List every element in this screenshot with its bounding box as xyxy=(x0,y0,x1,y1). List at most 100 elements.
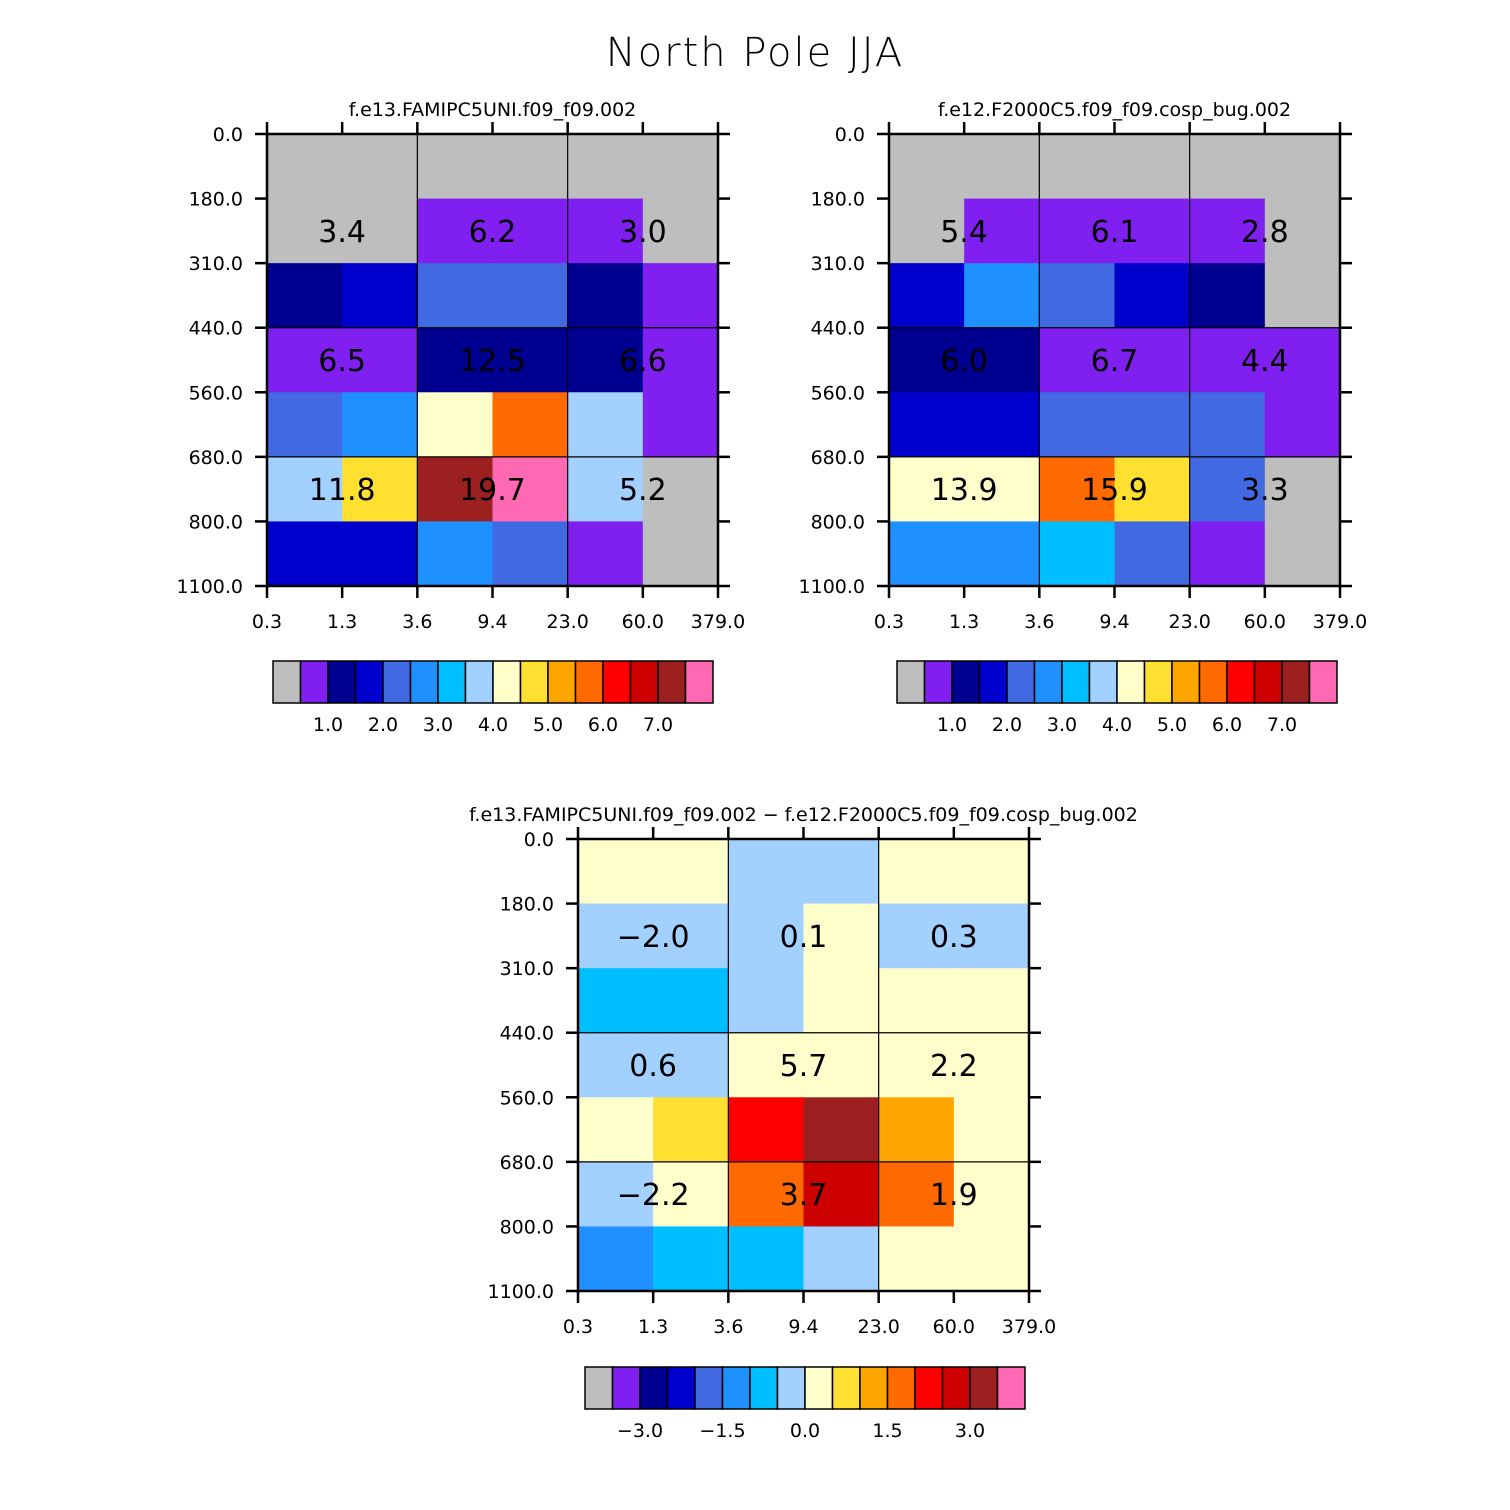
heatmap-cell xyxy=(728,1097,804,1163)
box-value-label: 15.9 xyxy=(1081,473,1148,508)
colorbar-label: 1.0 xyxy=(313,714,343,736)
heatmap-cell xyxy=(653,1161,729,1227)
heatmap-cell xyxy=(653,903,729,969)
y-tick-label: 0.0 xyxy=(213,124,243,146)
y-tick-label: 310.0 xyxy=(811,253,865,275)
heatmap-cell xyxy=(417,521,493,587)
colorbar-swatch xyxy=(978,660,1008,704)
box-value-label: 13.9 xyxy=(931,473,998,508)
box-value-label: 6.5 xyxy=(318,344,366,379)
heatmap-cell xyxy=(1264,327,1341,393)
colorbar-swatch xyxy=(1143,660,1173,704)
y-tick-label: 1100.0 xyxy=(488,1281,554,1303)
colorbar-swatch xyxy=(1116,660,1146,704)
heatmap-cell xyxy=(728,1226,804,1292)
heatmap-cell xyxy=(1039,327,1115,393)
panel-model-e13: f.e13.FAMIPC5UNI.f09_f09.002 0.0 180.0 310.… xyxy=(177,99,746,736)
heatmap-cell xyxy=(492,134,569,200)
colorbar-swatch xyxy=(684,660,714,704)
box-value-label: 2.8 xyxy=(1241,215,1289,250)
heatmap-cell xyxy=(803,1032,880,1098)
heatmap-cell xyxy=(803,968,880,1034)
colorbar-label: 0.0 xyxy=(790,1420,820,1442)
y-tick-label: 310.0 xyxy=(189,253,243,275)
heatmap-cell xyxy=(889,198,965,264)
heatmap-cell xyxy=(1114,198,1191,264)
x-tick-label: 9.4 xyxy=(477,611,507,633)
box-value-label: 3.0 xyxy=(619,215,667,250)
heatmap-cell xyxy=(964,392,1040,458)
colorbar-swatch xyxy=(1226,660,1256,704)
y-tick-label: 800.0 xyxy=(500,1216,554,1238)
colorbar-swatch xyxy=(629,660,659,704)
y-tick-label: 180.0 xyxy=(500,894,554,916)
colorbar-swatch xyxy=(299,660,329,704)
heatmap-cell xyxy=(1189,263,1266,329)
colorbar-label: 5.0 xyxy=(533,714,563,736)
box-value-label: 0.1 xyxy=(780,920,828,955)
colorbar-swatch xyxy=(382,660,412,704)
heatmap-cell xyxy=(417,198,493,264)
colorbar-swatch xyxy=(584,1366,614,1410)
heatmap-cell xyxy=(417,134,493,200)
heatmap-cell xyxy=(878,1032,955,1098)
x-tick-label: 3.6 xyxy=(713,1316,743,1338)
heatmap-cell xyxy=(653,1226,729,1292)
colorbar-label: 7.0 xyxy=(1267,714,1297,736)
y-tick-label: 680.0 xyxy=(811,447,865,469)
heatmap-cell xyxy=(642,198,719,264)
heatmap-cell xyxy=(578,903,654,969)
x-tick-label: 60.0 xyxy=(933,1316,975,1338)
heatmap-cell xyxy=(578,1226,654,1292)
colorbar-swatch xyxy=(831,1366,861,1410)
colorbar-swatch xyxy=(969,1366,999,1410)
heatmap-cell xyxy=(803,903,880,969)
heatmap-cell xyxy=(1264,456,1341,522)
heatmap-cell xyxy=(953,839,1030,905)
box-value-label: 5.2 xyxy=(619,473,667,508)
x-tick-label: 60.0 xyxy=(622,611,664,633)
heatmap-cell xyxy=(1114,392,1191,458)
x-tick-label: 0.3 xyxy=(874,611,904,633)
heatmap-cell xyxy=(889,134,965,200)
heatmap-cell xyxy=(889,263,965,329)
heatmap-cell xyxy=(1264,392,1341,458)
colorbar-swatch xyxy=(1171,660,1201,704)
colorbar-swatch xyxy=(492,660,522,704)
x-tick-label: 9.4 xyxy=(1099,611,1129,633)
colorbar-swatch xyxy=(272,660,302,704)
x-tick-label: 3.6 xyxy=(402,611,432,633)
panel-title: f.e12.F2000C5.f09_f09.cosp_bug.002 xyxy=(938,99,1291,121)
heatmap-cell xyxy=(267,392,343,458)
colorbar-label: 2.0 xyxy=(368,714,398,736)
heatmap-cell xyxy=(567,456,644,522)
colorbar-swatch xyxy=(547,660,577,704)
heatmap-cell xyxy=(1114,521,1191,587)
colorbar-label: −1.5 xyxy=(699,1420,745,1442)
heatmap-cell xyxy=(1039,198,1115,264)
heatmap-cell xyxy=(1039,263,1115,329)
heatmap-cell xyxy=(492,521,569,587)
colorbar-swatch xyxy=(694,1366,724,1410)
y-tick-label: 1100.0 xyxy=(177,576,243,598)
heatmap-cell xyxy=(803,1097,880,1163)
heatmap-cell xyxy=(417,392,493,458)
panel-title: f.e13.FAMIPC5UNI.f09_f09.002 xyxy=(349,99,637,121)
heatmap-cell xyxy=(342,263,418,329)
heatmap-cell xyxy=(878,1161,955,1227)
colorbar-swatch xyxy=(923,660,953,704)
box-value-label: 1.9 xyxy=(930,1178,978,1213)
colorbar-swatch xyxy=(1033,660,1063,704)
box-value-label: −2.2 xyxy=(617,1178,690,1213)
heatmap-cell xyxy=(578,968,654,1034)
colorbar-swatch xyxy=(1281,660,1311,704)
heatmap-cell xyxy=(1189,392,1266,458)
heatmap-cell xyxy=(1114,263,1191,329)
heatmap-cell xyxy=(642,327,719,393)
y-tick-label: 680.0 xyxy=(500,1152,554,1174)
box-value-label: 0.3 xyxy=(930,920,978,955)
heatmap-cell xyxy=(953,1032,1030,1098)
heatmap-cell xyxy=(492,198,569,264)
box-value-label: 0.6 xyxy=(629,1049,677,1084)
